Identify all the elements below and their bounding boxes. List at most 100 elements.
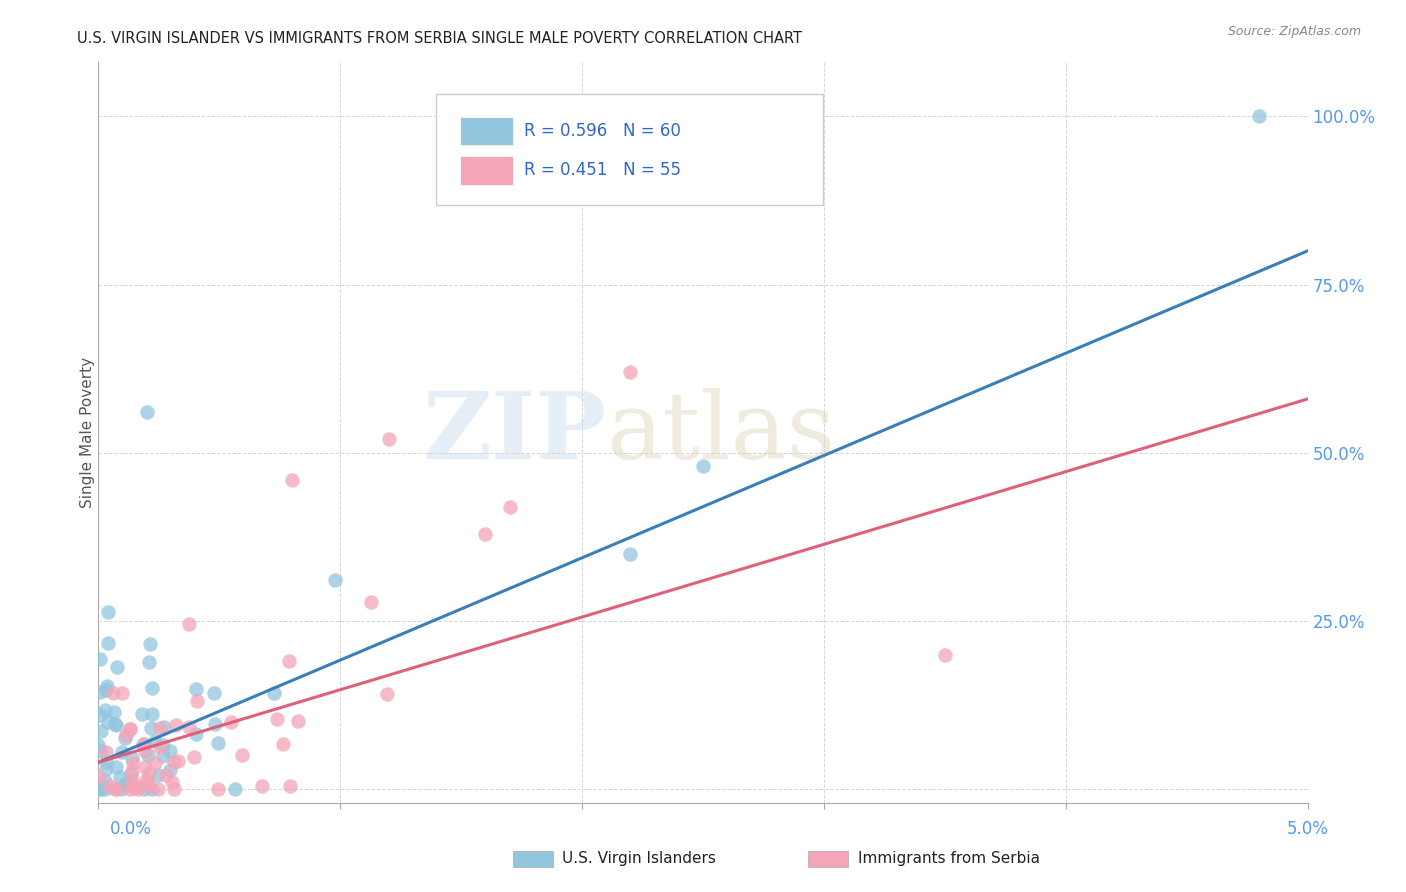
Point: [165, 718, 187, 732]
Point: [121, 764, 143, 779]
Point: [97, 605, 120, 619]
Point: [117, 777, 139, 791]
Text: U.S. VIRGIN ISLANDER VS IMMIGRANTS FROM SERBIA SINGLE MALE POVERTY CORRELATION C: U.S. VIRGIN ISLANDER VS IMMIGRANTS FROM …: [77, 31, 803, 46]
Point: [96, 679, 118, 693]
Point: [155, 767, 177, 781]
Point: [122, 780, 145, 794]
Point: [377, 433, 399, 447]
Point: [138, 766, 160, 780]
Point: [104, 782, 127, 797]
Y-axis label: Single Male Poverty: Single Male Poverty: [80, 357, 94, 508]
Point: [143, 756, 166, 770]
Point: [204, 716, 226, 731]
Point: [90, 724, 112, 739]
Point: [224, 782, 246, 797]
Point: [114, 731, 136, 745]
Text: 5.0%: 5.0%: [1286, 820, 1329, 838]
Point: [94, 774, 117, 789]
Point: [183, 750, 205, 764]
Point: [163, 755, 186, 769]
Point: [101, 686, 124, 700]
Point: [105, 660, 128, 674]
Point: [87, 739, 110, 753]
Point: [105, 782, 128, 797]
Point: [207, 782, 229, 797]
Point: [271, 737, 294, 751]
Text: Source: ZipAtlas.com: Source: ZipAtlas.com: [1227, 25, 1361, 38]
Point: [97, 714, 120, 729]
Point: [90, 782, 112, 797]
Point: [105, 718, 128, 732]
Point: [159, 744, 181, 758]
Point: [163, 782, 186, 797]
Point: [134, 744, 156, 758]
Point: [120, 766, 142, 780]
Point: [207, 736, 229, 750]
Point: [153, 720, 176, 734]
Point: [89, 708, 111, 723]
Point: [121, 772, 143, 787]
Point: [934, 648, 956, 662]
Point: [118, 722, 141, 736]
Point: [132, 737, 155, 751]
Point: [118, 722, 141, 736]
Point: [120, 782, 142, 797]
Point: [141, 782, 163, 797]
Point: [89, 652, 111, 666]
Point: [474, 526, 496, 541]
Point: [152, 738, 174, 752]
Point: [135, 405, 157, 419]
Point: [138, 655, 160, 669]
Point: [498, 500, 520, 514]
Point: [100, 779, 122, 793]
Point: [103, 705, 125, 719]
Point: [619, 547, 641, 561]
Point: [231, 747, 253, 762]
Text: U.S. Virgin Islanders: U.S. Virgin Islanders: [562, 852, 716, 866]
Point: [145, 734, 167, 748]
Point: [184, 727, 207, 741]
Point: [132, 737, 155, 751]
Point: [141, 721, 163, 735]
Point: [121, 751, 143, 765]
Point: [96, 762, 118, 776]
Point: [1249, 109, 1271, 123]
Point: [87, 782, 110, 797]
Point: [139, 637, 162, 651]
Point: [179, 617, 201, 632]
Point: [136, 775, 159, 789]
Point: [202, 686, 225, 700]
Point: [138, 779, 160, 793]
Point: [692, 459, 714, 474]
Point: [619, 365, 641, 379]
Point: [93, 782, 115, 797]
Point: [141, 681, 163, 696]
Point: [184, 681, 207, 696]
Point: [135, 772, 157, 787]
Point: [278, 779, 301, 793]
Point: [111, 745, 134, 759]
Point: [108, 770, 131, 784]
Point: [94, 746, 117, 760]
Point: [134, 759, 156, 773]
Point: [266, 712, 288, 726]
Point: [159, 764, 181, 778]
Point: [148, 739, 170, 754]
Point: [221, 714, 243, 729]
Point: [121, 756, 143, 770]
Point: [111, 686, 134, 700]
Point: [325, 573, 347, 587]
Point: [152, 749, 174, 764]
Point: [360, 595, 382, 609]
Point: [186, 694, 208, 708]
Point: [375, 687, 398, 701]
Point: [177, 720, 200, 734]
Point: [277, 653, 299, 667]
Point: [114, 777, 136, 791]
Text: R = 0.451   N = 55: R = 0.451 N = 55: [524, 161, 682, 179]
Point: [94, 755, 117, 769]
Text: Immigrants from Serbia: Immigrants from Serbia: [858, 852, 1039, 866]
Text: ZIP: ZIP: [422, 388, 606, 477]
Point: [136, 748, 159, 763]
Text: atlas: atlas: [606, 388, 835, 477]
